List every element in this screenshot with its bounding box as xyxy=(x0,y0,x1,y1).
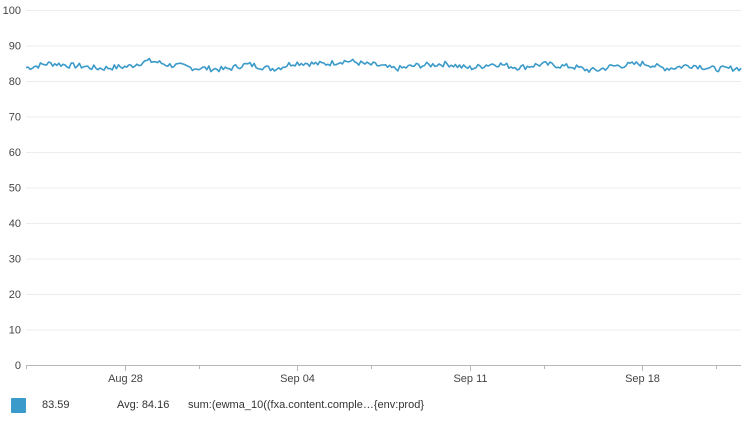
y-tick-label: 10 xyxy=(9,325,21,337)
y-tick-label: 80 xyxy=(9,76,21,88)
chart-svg: 0 10 20 30 40 50 60 70 80 90 100 Aug 28 Sep 04 Sep 11… xyxy=(3,5,742,385)
y-tick-label: 20 xyxy=(9,289,21,301)
x-tick-label: Sep 11 xyxy=(453,373,487,385)
y-tick-label: 100 xyxy=(3,5,21,17)
y-tick-label: 60 xyxy=(9,147,21,159)
legend-series-query[interactable]: sum:(ewma_10((fxa.content.comple…{env:pr… xyxy=(188,399,425,411)
x-tick-label: Aug 28 xyxy=(108,373,143,385)
line-chart: 0 10 20 30 40 50 60 70 80 90 100 Aug 28 Sep 04 Sep 11… xyxy=(3,5,742,385)
y-tick-label: 0 xyxy=(15,360,21,372)
chart-legend: 83.59 Avg: 84.16 sum:(ewma_10((fxa.conten… xyxy=(0,388,744,424)
y-tick-label: 90 xyxy=(9,41,21,53)
y-tick-label: 70 xyxy=(9,112,21,124)
x-tick-label: Sep 18 xyxy=(625,373,660,385)
x-tick-label: Sep 04 xyxy=(280,373,315,385)
legend-average-value: 84.16 xyxy=(141,399,170,411)
legend-current-value: 83.59 xyxy=(42,399,70,411)
y-tick-label: 30 xyxy=(9,254,21,266)
series-line xyxy=(25,57,742,73)
y-tick-label: 50 xyxy=(9,183,21,195)
legend-average-label: Avg: xyxy=(117,399,139,411)
legend-swatch[interactable] xyxy=(11,398,26,413)
y-tick-label: 40 xyxy=(9,218,21,230)
legend-average: Avg: 84.16 xyxy=(117,399,169,411)
